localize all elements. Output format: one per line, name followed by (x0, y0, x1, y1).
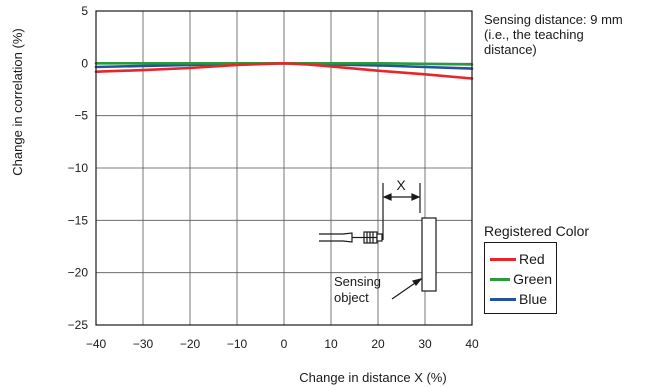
x-tick-label: 40 (465, 337, 479, 351)
y-tick-label: −5 (74, 109, 88, 123)
x-tick-label: −30 (133, 337, 154, 351)
x-axis-title: Change in distance X (%) (299, 370, 446, 385)
legend: Registered Color Red Green Blue (484, 223, 589, 314)
legend-item-red: Red (490, 249, 552, 269)
legend-label: Blue (519, 291, 548, 307)
distance-arrow (382, 193, 421, 201)
grid-lines (95, 10, 473, 326)
sensing-object-label: Sensing object (334, 274, 385, 305)
teaching-distance-note: Sensing distance: 9 mm (i.e., the teachi… (484, 12, 664, 57)
sensing-object-shape (421, 217, 437, 292)
x-tick-label: 10 (324, 337, 338, 351)
sensor-diagram (319, 183, 437, 300)
x-tick-label: −20 (180, 337, 201, 351)
y-tick-label: −10 (68, 161, 89, 175)
sensor-cable-icon (319, 232, 364, 243)
y-tick-label: −15 (68, 213, 89, 227)
x-tick-label: 0 (281, 337, 288, 351)
y-tick-label: −20 (68, 266, 89, 280)
x-tick-label: 20 (371, 337, 385, 351)
legend-item-green: Green (490, 269, 552, 289)
sensing-object-pointer (391, 277, 423, 300)
y-tick-label: 0 (81, 56, 88, 70)
legend-label: Red (519, 251, 545, 267)
note-line: (i.e., the teaching (484, 27, 584, 42)
legend-box: Red Green Blue (484, 242, 557, 314)
x-tick-label: −10 (227, 337, 248, 351)
series-line-red (94, 61, 474, 80)
legend-label: Green (513, 271, 552, 287)
plot-frame (95, 10, 473, 326)
y-tick-label: 5 (81, 4, 88, 18)
note-line: Sensing distance: 9 mm (484, 12, 623, 27)
x-tick-label: −40 (86, 337, 107, 351)
legend-swatch-blue (490, 297, 516, 301)
legend-title: Registered Color (484, 223, 590, 239)
note-line: distance) (484, 42, 537, 57)
legend-swatch-red (490, 257, 516, 261)
diagram-x-label: X (396, 177, 406, 193)
x-tick-label: 30 (418, 337, 432, 351)
y-axis-title: Change in correlation (%) (10, 28, 25, 175)
y-tick-label: −25 (68, 318, 89, 332)
legend-item-blue: Blue (490, 289, 552, 309)
sensor-head-icon (363, 231, 383, 244)
legend-swatch-green (490, 277, 511, 281)
series-lines (94, 61, 474, 80)
